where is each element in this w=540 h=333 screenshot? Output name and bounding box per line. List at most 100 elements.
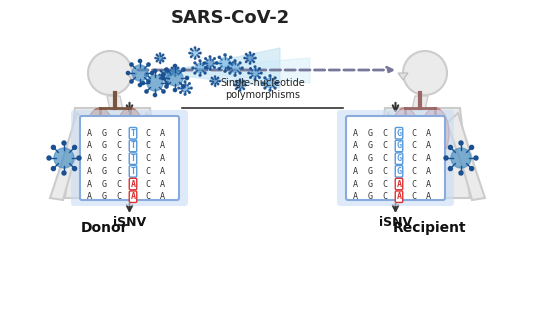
Text: Recipient: Recipient — [393, 221, 467, 235]
Circle shape — [249, 52, 251, 53]
Circle shape — [138, 83, 141, 87]
Circle shape — [160, 71, 162, 72]
Circle shape — [214, 85, 215, 86]
Circle shape — [178, 87, 179, 89]
Circle shape — [474, 156, 478, 160]
Circle shape — [459, 141, 463, 145]
Polygon shape — [375, 108, 470, 198]
Circle shape — [194, 62, 196, 64]
Circle shape — [168, 78, 170, 80]
Circle shape — [235, 88, 237, 90]
Text: G: G — [396, 154, 402, 163]
Circle shape — [164, 57, 165, 59]
Circle shape — [156, 61, 158, 62]
Circle shape — [184, 81, 186, 83]
Circle shape — [249, 63, 251, 64]
Circle shape — [260, 72, 262, 74]
Circle shape — [218, 77, 219, 78]
Circle shape — [194, 58, 195, 59]
Circle shape — [249, 68, 252, 69]
Circle shape — [220, 58, 231, 68]
Circle shape — [130, 63, 133, 66]
Circle shape — [181, 84, 189, 92]
Circle shape — [180, 92, 181, 93]
Circle shape — [214, 58, 215, 59]
Polygon shape — [398, 73, 408, 80]
Circle shape — [451, 148, 471, 168]
Text: A: A — [87, 192, 92, 201]
Polygon shape — [127, 73, 137, 80]
Circle shape — [188, 92, 190, 93]
Circle shape — [88, 51, 132, 95]
Circle shape — [199, 74, 201, 76]
Circle shape — [219, 80, 220, 82]
Circle shape — [178, 67, 179, 68]
Circle shape — [211, 77, 212, 78]
Circle shape — [95, 134, 107, 146]
Circle shape — [264, 87, 266, 89]
Polygon shape — [138, 113, 173, 196]
Circle shape — [205, 58, 206, 59]
Circle shape — [179, 70, 180, 72]
Text: A: A — [353, 142, 358, 151]
Circle shape — [145, 73, 148, 76]
Polygon shape — [65, 108, 160, 198]
Circle shape — [229, 62, 231, 64]
Circle shape — [448, 146, 453, 150]
Circle shape — [178, 74, 179, 75]
Circle shape — [180, 83, 181, 84]
Circle shape — [87, 122, 99, 134]
Text: G: G — [102, 192, 106, 201]
Text: A: A — [396, 192, 402, 201]
Circle shape — [237, 81, 244, 89]
Text: C: C — [145, 129, 150, 138]
Text: C: C — [411, 192, 416, 201]
Circle shape — [239, 72, 241, 74]
Circle shape — [224, 70, 226, 72]
Text: C: C — [382, 167, 387, 176]
Circle shape — [191, 49, 199, 57]
Text: A: A — [159, 154, 165, 163]
Circle shape — [234, 60, 236, 62]
Circle shape — [114, 132, 126, 144]
Circle shape — [151, 71, 153, 75]
Circle shape — [161, 76, 165, 80]
Polygon shape — [447, 113, 485, 200]
Ellipse shape — [421, 108, 449, 158]
Polygon shape — [362, 113, 397, 196]
Text: G: G — [102, 179, 106, 188]
Text: A: A — [353, 167, 358, 176]
Circle shape — [147, 75, 163, 91]
Circle shape — [232, 62, 234, 64]
Circle shape — [194, 72, 196, 74]
Circle shape — [214, 67, 215, 68]
Text: A: A — [426, 129, 430, 138]
Circle shape — [147, 63, 150, 66]
Circle shape — [54, 148, 74, 168]
Circle shape — [216, 62, 218, 64]
Circle shape — [77, 156, 81, 160]
Circle shape — [47, 156, 51, 160]
Circle shape — [157, 55, 163, 61]
Circle shape — [212, 78, 218, 84]
Text: iSNV: iSNV — [379, 215, 412, 228]
Text: C: C — [382, 142, 387, 151]
Circle shape — [276, 82, 278, 84]
Text: G: G — [102, 154, 106, 163]
Text: G: G — [396, 142, 402, 151]
Circle shape — [246, 61, 247, 63]
Circle shape — [254, 79, 256, 80]
Circle shape — [173, 88, 177, 92]
Polygon shape — [412, 96, 428, 110]
Circle shape — [209, 69, 211, 70]
Text: T: T — [131, 167, 136, 176]
Circle shape — [155, 57, 156, 59]
Text: T: T — [131, 154, 136, 163]
Circle shape — [234, 84, 235, 86]
Circle shape — [243, 81, 245, 82]
Circle shape — [185, 76, 188, 80]
Circle shape — [159, 74, 160, 76]
Circle shape — [126, 71, 130, 75]
Text: C: C — [382, 192, 387, 201]
Text: A: A — [159, 192, 165, 201]
